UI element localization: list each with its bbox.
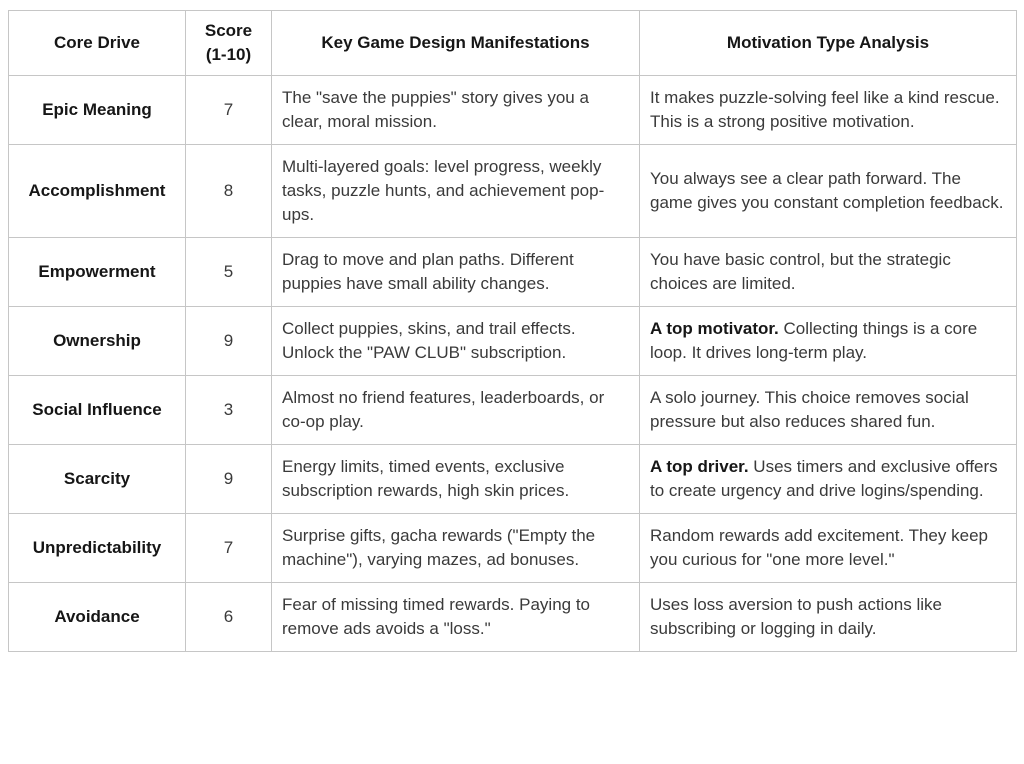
analysis-cell: You always see a clear path forward. The… [639, 144, 1017, 238]
table-header: Core Drive Score (1-10) Key Game Design … [8, 10, 1017, 76]
analysis-cell: Uses loss aversion to push actions like … [639, 582, 1017, 652]
analysis-cell: Random rewards add excitement. They keep… [639, 513, 1017, 583]
score-cell: 7 [185, 513, 272, 583]
col-header-core-drive: Core Drive [8, 10, 186, 76]
table-row: Ownership 9 Collect puppies, skins, and tr… [8, 306, 1017, 376]
analysis-cell: You have basic control, but the strategi… [639, 237, 1017, 307]
core-drive-cell: Accomplishment [8, 144, 186, 238]
score-cell: 7 [185, 75, 272, 145]
score-cell: 8 [185, 144, 272, 238]
col-header-score: Score (1-10) [185, 10, 272, 76]
manifestations-cell: Multi-layered goals: level progress, wee… [271, 144, 640, 238]
table-row: Accomplishment 8 Multi-layered goals: leve… [8, 144, 1017, 238]
analysis-cell: It makes puzzle-solving feel like a kind… [639, 75, 1017, 145]
score-cell: 9 [185, 444, 272, 514]
score-cell: 9 [185, 306, 272, 376]
manifestations-cell: Energy limits, timed events, exclusive s… [271, 444, 640, 514]
core-drive-cell: Empowerment [8, 237, 186, 307]
core-drive-cell: Avoidance [8, 582, 186, 652]
table-row: Scarcity 9 Energy limits, timed events, ex… [8, 444, 1017, 514]
core-drive-cell: Ownership [8, 306, 186, 376]
core-drive-cell: Unpredictability [8, 513, 186, 583]
col-header-analysis: Motivation Type Analysis [639, 10, 1017, 76]
manifestations-cell: The "save the puppies" story gives you a… [271, 75, 640, 145]
score-cell: 3 [185, 375, 272, 445]
analysis-cell: A top driver. Uses timers and exclusive … [639, 444, 1017, 514]
analysis-bold-lead: A top driver. [650, 457, 749, 476]
table-row: Empowerment 5 Drag to move and plan paths.… [8, 237, 1017, 307]
manifestations-cell: Drag to move and plan paths. Different p… [271, 237, 640, 307]
core-drive-cell: Epic Meaning [8, 75, 186, 145]
manifestations-cell: Surprise gifts, gacha rewards ("Empty th… [271, 513, 640, 583]
manifestations-cell: Almost no friend features, leaderboards,… [271, 375, 640, 445]
table-body: Epic Meaning 7 The "save the puppies" stor… [8, 75, 1017, 652]
analysis-bold-lead: A top motivator. [650, 319, 779, 338]
analysis-cell: A top motivator. Collecting things is a … [639, 306, 1017, 376]
manifestations-cell: Collect puppies, skins, and trail effect… [271, 306, 640, 376]
manifestations-cell: Fear of missing timed rewards. Paying to… [271, 582, 640, 652]
score-cell: 6 [185, 582, 272, 652]
table-row: Social Influence 3 Almost no friend featur… [8, 375, 1017, 445]
header-row: Core Drive Score (1-10) Key Game Design … [8, 10, 1017, 76]
table-row: Unpredictability 7 Surprise gifts, gacha r… [8, 513, 1017, 583]
table-row: Avoidance 6 Fear of missing timed rewards.… [8, 582, 1017, 652]
score-cell: 5 [185, 237, 272, 307]
core-drive-cell: Scarcity [8, 444, 186, 514]
core-drive-table: Core Drive Score (1-10) Key Game Design … [8, 10, 1017, 652]
col-header-manifestations: Key Game Design Manifestations [271, 10, 640, 76]
core-drive-cell: Social Influence [8, 375, 186, 445]
analysis-cell: A solo journey. This choice removes soci… [639, 375, 1017, 445]
table-row: Epic Meaning 7 The "save the puppies" stor… [8, 75, 1017, 145]
